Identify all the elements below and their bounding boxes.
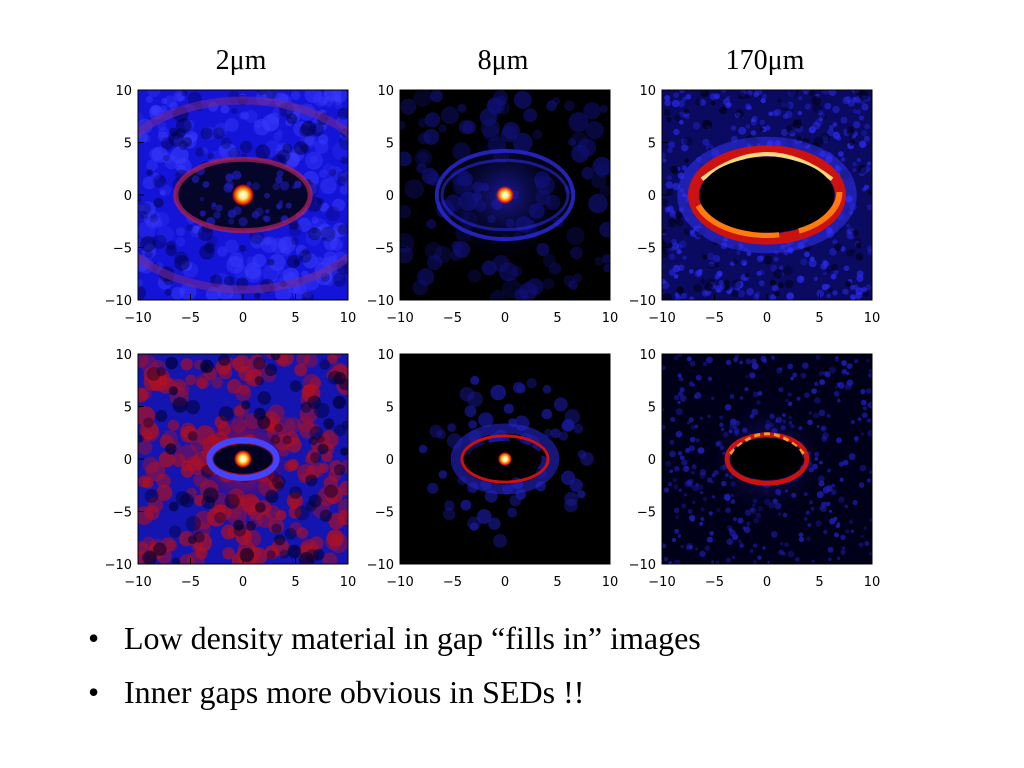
x-tick-label: −5 [705, 311, 724, 326]
y-tick-label: 5 [386, 137, 394, 152]
y-tick-label: 10 [115, 84, 132, 99]
x-tick-label: 0 [501, 575, 509, 590]
y-tick-label: −5 [375, 242, 394, 257]
image-panel-top-2um [138, 90, 348, 300]
x-tick-label: 0 [239, 575, 247, 590]
bullet-list: • Low density material in gap “fills in” … [88, 618, 701, 726]
image-panel-top-170um [662, 90, 872, 300]
x-tick-label: 10 [340, 575, 357, 590]
column-title-8um: 8μm [477, 45, 529, 76]
y-tick-label: −5 [637, 242, 656, 257]
bullet-dot: • [88, 620, 100, 656]
x-tick-label: −10 [648, 575, 675, 590]
y-tick-label: −10 [105, 294, 132, 309]
x-tick-label: 5 [815, 575, 823, 590]
y-tick-label: 5 [648, 137, 656, 152]
x-tick-label: −5 [705, 575, 724, 590]
y-tick-label: 5 [124, 401, 132, 416]
y-tick-label: 10 [639, 84, 656, 99]
column-title-170um: 170μm [725, 45, 805, 76]
x-tick-label: −10 [124, 311, 151, 326]
x-tick-label: −10 [648, 311, 675, 326]
image-panel-bottom-170um [662, 354, 872, 564]
x-tick-label: 5 [553, 311, 561, 326]
column-title-2um: 2μm [215, 45, 267, 76]
y-tick-label: 0 [648, 189, 656, 204]
x-tick-label: −10 [386, 575, 413, 590]
y-tick-label: −10 [629, 294, 656, 309]
x-tick-label: 0 [763, 311, 771, 326]
y-tick-label: 0 [386, 453, 394, 468]
x-tick-label: 10 [602, 311, 619, 326]
y-tick-label: 0 [648, 453, 656, 468]
x-tick-label: 10 [602, 575, 619, 590]
y-tick-label: 0 [386, 189, 394, 204]
x-tick-label: −5 [443, 311, 462, 326]
x-tick-label: 10 [864, 311, 881, 326]
bullet-item: • Low density material in gap “fills in” … [88, 618, 701, 658]
x-tick-label: 10 [340, 311, 357, 326]
y-tick-label: −10 [629, 558, 656, 573]
x-tick-label: 10 [864, 575, 881, 590]
y-tick-label: −5 [113, 506, 132, 521]
y-tick-label: 5 [386, 401, 394, 416]
y-tick-label: 5 [124, 137, 132, 152]
x-tick-label: 5 [291, 575, 299, 590]
x-tick-label: 5 [553, 575, 561, 590]
y-tick-label: 10 [115, 348, 132, 363]
x-tick-label: 0 [763, 575, 771, 590]
x-tick-label: −5 [181, 575, 200, 590]
y-tick-label: −5 [637, 506, 656, 521]
x-tick-label: 0 [239, 311, 247, 326]
x-tick-label: −10 [124, 575, 151, 590]
image-panel-top-8um [400, 90, 610, 300]
y-tick-label: 10 [377, 348, 394, 363]
y-tick-label: −10 [367, 294, 394, 309]
image-panel-bottom-2um [138, 354, 348, 564]
y-tick-label: 10 [377, 84, 394, 99]
y-tick-label: 10 [639, 348, 656, 363]
bullet-item: • Inner gaps more obvious in SEDs !! [88, 672, 701, 712]
y-tick-label: −10 [105, 558, 132, 573]
y-tick-label: 5 [648, 401, 656, 416]
y-tick-label: −10 [367, 558, 394, 573]
bullet-dot: • [88, 674, 100, 710]
x-tick-label: −10 [386, 311, 413, 326]
y-tick-label: −5 [375, 506, 394, 521]
image-panel-bottom-8um [400, 354, 610, 564]
x-tick-label: 0 [501, 311, 509, 326]
x-tick-label: 5 [815, 311, 823, 326]
bullet-text: Low density material in gap “fills in” i… [124, 620, 701, 656]
y-tick-label: 0 [124, 453, 132, 468]
y-tick-label: −5 [113, 242, 132, 257]
x-tick-label: −5 [181, 311, 200, 326]
y-tick-label: 0 [124, 189, 132, 204]
x-tick-label: −5 [443, 575, 462, 590]
bullet-text: Inner gaps more obvious in SEDs !! [124, 674, 585, 710]
x-tick-label: 5 [291, 311, 299, 326]
